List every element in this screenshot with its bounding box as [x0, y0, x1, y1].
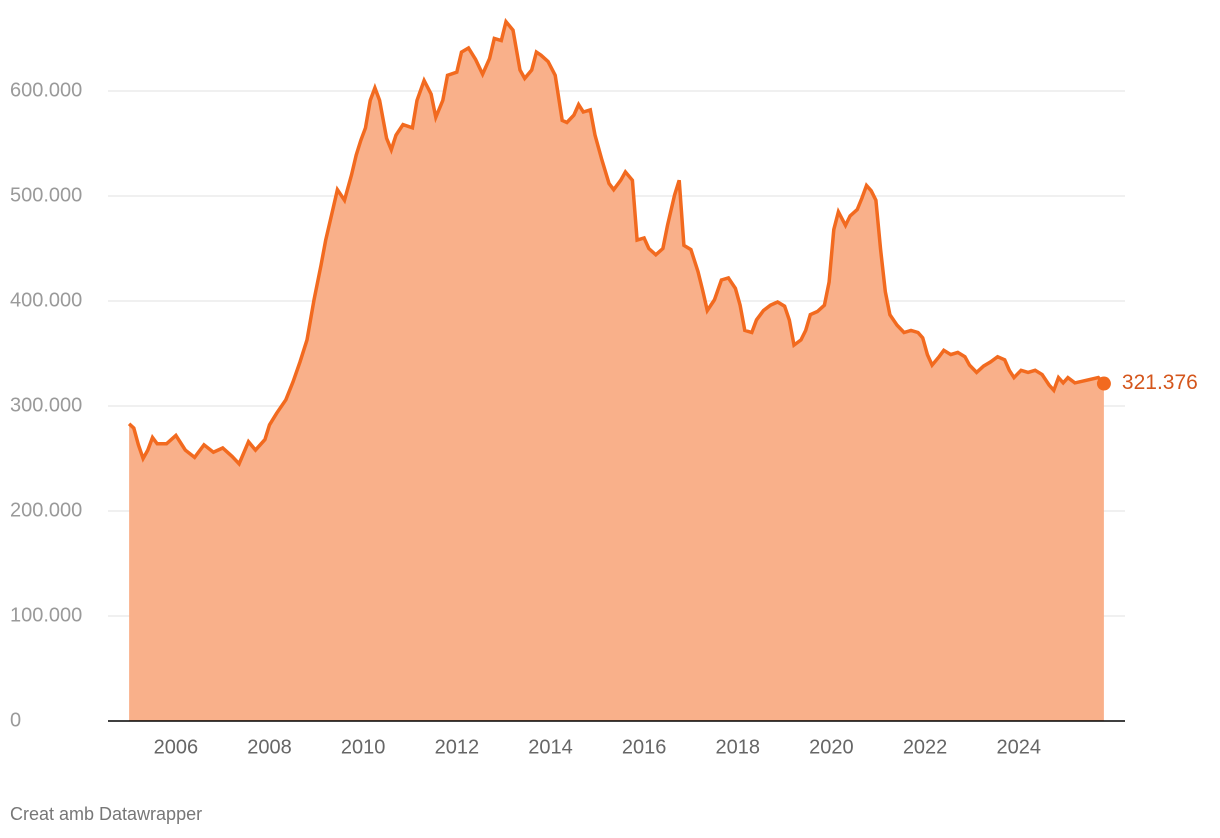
x-tick-label: 2014	[528, 736, 573, 758]
x-tick-label: 2018	[716, 736, 761, 758]
x-tick-label: 2010	[341, 736, 386, 758]
x-tick-label: 2012	[435, 736, 480, 758]
end-point	[1096, 376, 1111, 391]
y-tick-label: 500.000	[10, 184, 82, 206]
x-tick-label: 2008	[247, 736, 292, 758]
y-tick-label: 0	[10, 709, 21, 731]
y-tick-label: 600.000	[10, 79, 82, 101]
line	[127, 17, 1106, 467]
x-tick-label: 2006	[154, 736, 199, 758]
x-tick-label: 2022	[903, 736, 948, 758]
y-tick-label: 200.000	[10, 499, 82, 521]
x-tick-label: 2016	[622, 736, 667, 758]
y-tick-label: 400.000	[10, 289, 82, 311]
y-tick-label: 100.000	[10, 604, 82, 626]
y-tick-label: 300.000	[10, 394, 82, 416]
x-tick-label: 2020	[809, 736, 854, 758]
value-label: 321.376	[1122, 371, 1198, 394]
credit: Creat amb Datawrapper	[10, 804, 202, 824]
x-tick-label: 2024	[996, 736, 1041, 758]
area	[129, 21, 1104, 721]
